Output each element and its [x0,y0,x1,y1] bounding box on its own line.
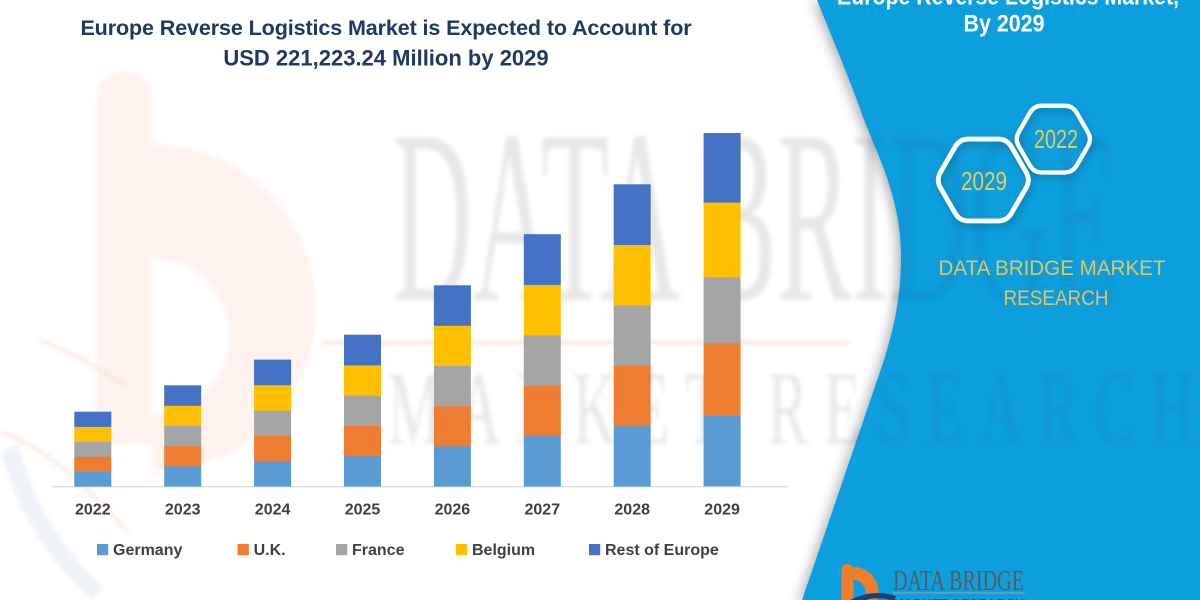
svg-text:By 2029: By 2029 [964,11,1045,38]
svg-text:2022: 2022 [75,502,111,519]
svg-text:Belgium: Belgium [472,542,535,559]
svg-text:U.K.: U.K. [254,542,286,559]
svg-text:Europe Reverse Logistics Marke: Europe Reverse Logistics Market is Expec… [80,16,692,40]
svg-text:Germany: Germany [113,542,182,559]
svg-text:France: France [352,542,405,559]
svg-text:Europe Reverse Logistics Marke: Europe Reverse Logistics Market, [837,0,1179,11]
svg-text:RESEARCH: RESEARCH [1004,287,1109,310]
svg-text:2026: 2026 [435,502,471,519]
svg-text:USD 221,223.24 Million by 2029: USD 221,223.24 Million by 2029 [223,46,548,71]
svg-text:2025: 2025 [345,502,381,519]
svg-text:DATA BRIDGE MARKET: DATA BRIDGE MARKET [939,257,1166,280]
svg-text:2027: 2027 [525,502,561,519]
svg-text:2029: 2029 [961,166,1007,196]
svg-text:2029: 2029 [704,502,740,519]
svg-text:2023: 2023 [165,502,201,519]
svg-text:2028: 2028 [614,502,650,519]
svg-text:2024: 2024 [255,502,291,519]
svg-text:Rest of Europe: Rest of Europe [605,542,719,559]
svg-text:MARKET RESEARCH: MARKET RESEARCH [893,596,1024,600]
svg-text:2022: 2022 [1034,124,1078,154]
svg-text:DATA BRIDGE: DATA BRIDGE [893,565,1024,597]
